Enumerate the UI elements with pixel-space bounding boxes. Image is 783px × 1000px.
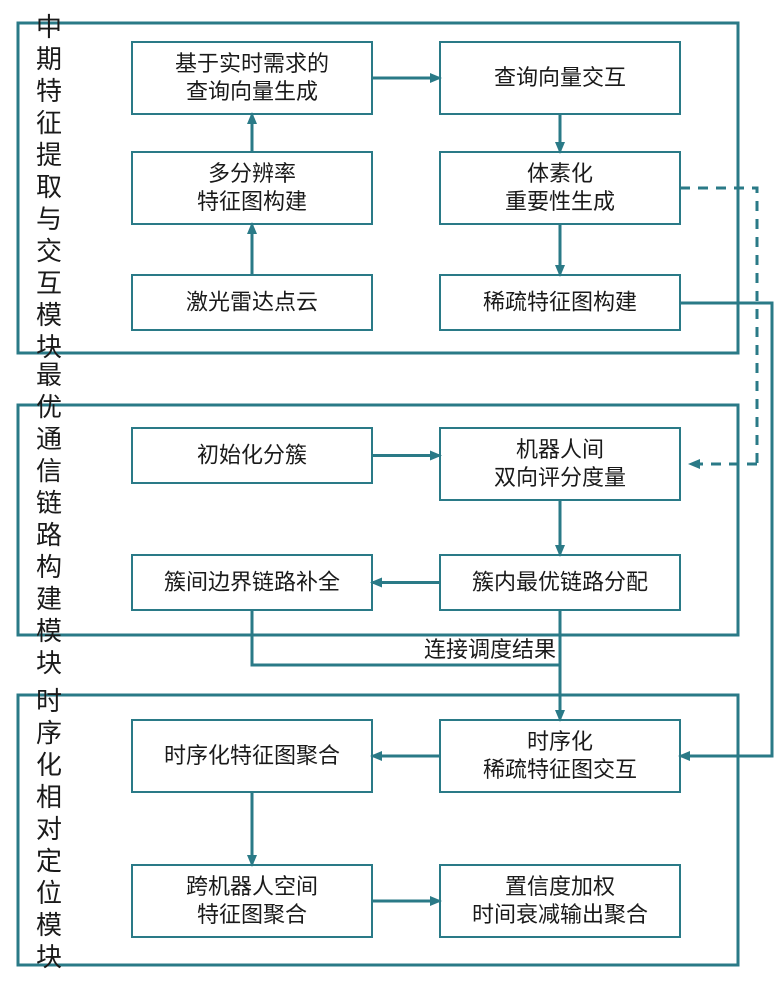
node-label-n7: 初始化分簇: [197, 443, 307, 468]
module-label-m1: 征: [36, 109, 62, 138]
module-label-m2: 建: [36, 585, 62, 614]
n9n10-to-n12-label: 连接调度结果: [424, 637, 556, 662]
node-label-n4: 重要性生成: [505, 189, 615, 214]
module-label-m1: 块: [36, 333, 62, 362]
node-label-n3: 多分辨率: [208, 161, 296, 186]
node-label-n12: 时序化: [527, 729, 593, 754]
node-label-n5: 激光雷达点云: [186, 290, 318, 315]
module-label-m1: 取: [36, 173, 62, 202]
node-label-n8: 双向评分度量: [494, 465, 626, 490]
node-label-n11: 时序化特征图聚合: [164, 743, 340, 768]
node-label-n4: 体素化: [527, 161, 593, 186]
module-label-m2: 路: [36, 521, 62, 550]
node-label-n13: 跨机器人空间: [186, 874, 318, 899]
module-label-m3: 位: [36, 879, 62, 908]
node-label-n9: 簇间边界链路补全: [164, 570, 340, 595]
module-label-m1: 交: [36, 237, 62, 266]
module-label-m2: 通: [36, 425, 62, 454]
n9n10-to-n12: [252, 610, 560, 720]
node-label-n6: 稀疏特征图构建: [483, 290, 637, 315]
module-label-m1: 互: [36, 269, 62, 298]
dashed-n4-to-n8: [680, 188, 757, 464]
module-label-m2: 最: [36, 361, 62, 390]
node-label-n2: 查询向量交互: [494, 65, 626, 90]
node-label-n13: 特征图聚合: [197, 902, 307, 927]
module-label-m1: 中: [36, 13, 62, 42]
node-label-n14: 置信度加权: [505, 874, 615, 899]
module-label-m2: 构: [36, 553, 62, 582]
module-label-m1: 模: [36, 301, 62, 330]
node-label-n1: 基于实时需求的: [175, 51, 329, 76]
module-label-m1: 与: [36, 205, 62, 234]
module-label-m3: 序: [36, 719, 62, 748]
module-label-m2: 优: [36, 393, 62, 422]
module-label-m3: 相: [36, 783, 62, 812]
module-label-m1: 特: [36, 77, 62, 106]
module-label-m1: 提: [36, 141, 62, 170]
module-label-m2: 模: [36, 617, 62, 646]
module-label-m3: 时: [36, 687, 62, 716]
module-label-m3: 模: [36, 911, 62, 940]
module-label-m2: 块: [36, 649, 62, 678]
module-label-m3: 定: [36, 847, 62, 876]
module-label-m1: 期: [36, 45, 62, 74]
node-label-n8: 机器人间: [516, 437, 604, 462]
module-label-m2: 信: [36, 457, 62, 486]
node-label-n1: 查询向量生成: [186, 79, 318, 104]
module-label-m3: 对: [36, 815, 62, 844]
module-label-m2: 链: [36, 489, 62, 518]
node-label-n12: 稀疏特征图交互: [483, 757, 637, 782]
module-m2: [18, 405, 738, 635]
module-label-m3: 化: [36, 751, 62, 780]
node-label-n14: 时间衰减输出聚合: [472, 902, 648, 927]
module-label-m3: 块: [36, 943, 62, 972]
node-label-n10: 簇内最优链路分配: [472, 570, 648, 595]
node-label-n3: 特征图构建: [197, 189, 307, 214]
